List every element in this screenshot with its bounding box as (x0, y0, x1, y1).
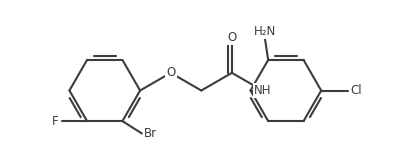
Text: Cl: Cl (351, 84, 362, 97)
Text: H₂N: H₂N (254, 25, 276, 38)
Text: NH: NH (254, 84, 271, 97)
Text: F: F (52, 115, 58, 128)
Text: Br: Br (144, 127, 157, 140)
Text: O: O (227, 31, 236, 44)
Text: O: O (166, 66, 176, 79)
